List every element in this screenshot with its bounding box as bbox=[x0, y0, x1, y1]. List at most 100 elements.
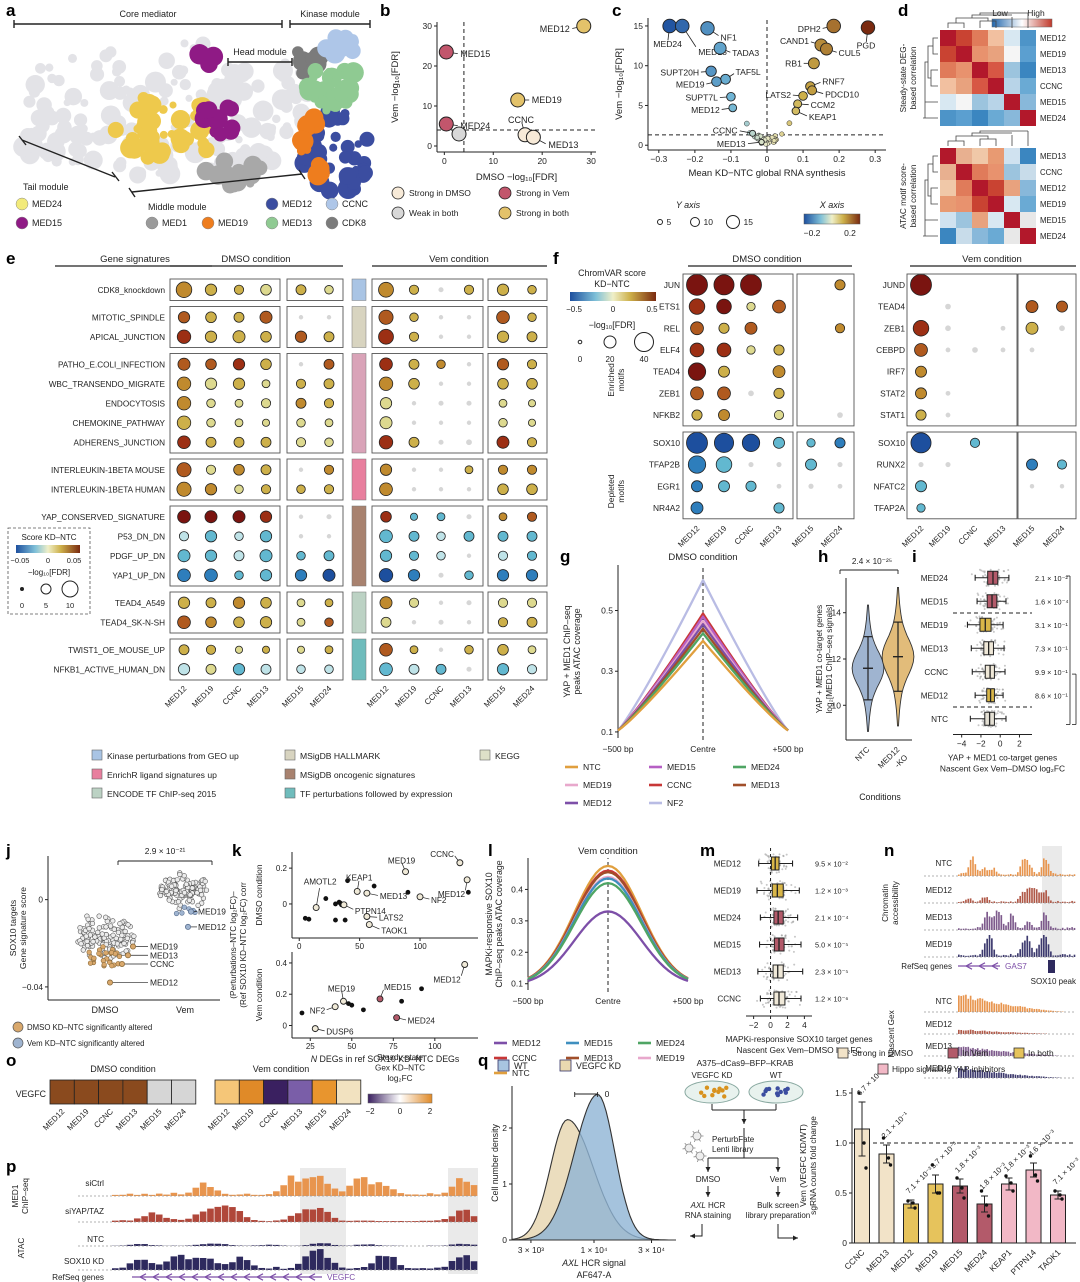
coverage-bar bbox=[273, 1220, 280, 1222]
coverage-bar bbox=[1019, 895, 1022, 903]
size-value: 5 bbox=[44, 601, 48, 610]
dot bbox=[205, 358, 217, 370]
dot bbox=[232, 510, 246, 524]
jitter-point bbox=[1000, 648, 1003, 651]
y-axis-label: MAPKi-responsive SOX10 bbox=[484, 872, 494, 975]
dot bbox=[915, 387, 927, 400]
tick-label: 1 bbox=[502, 1179, 507, 1189]
dot bbox=[740, 273, 762, 296]
tick-label: CCNC bbox=[221, 684, 244, 707]
data-point bbox=[333, 917, 338, 923]
tick-label: −2 bbox=[749, 1020, 759, 1030]
side-depleted: Depleted bbox=[606, 474, 616, 508]
dot bbox=[323, 398, 335, 409]
jitter-point bbox=[981, 595, 984, 598]
tick-label: Centre bbox=[690, 744, 716, 754]
dot bbox=[409, 645, 419, 655]
legend-swatch bbox=[91, 749, 103, 761]
legend-label: DMSO KD–NTC significantly altered bbox=[27, 1023, 152, 1032]
coverage-bar bbox=[163, 1261, 170, 1270]
replicate-dot bbox=[1004, 1174, 1008, 1178]
coverage-bar bbox=[265, 1221, 273, 1222]
dot bbox=[687, 455, 707, 474]
tick-label: 0.2 bbox=[276, 990, 288, 999]
legend-label: MED24 bbox=[32, 199, 62, 209]
dot bbox=[691, 409, 703, 421]
coverage-bar bbox=[426, 1268, 434, 1270]
gene-arrowhead bbox=[217, 1273, 225, 1281]
dot bbox=[466, 553, 472, 558]
legend-swatch bbox=[498, 186, 512, 200]
heatmap-cell bbox=[956, 110, 972, 126]
labeled-point-AMOTL2 bbox=[312, 904, 320, 911]
heatmap-side-label: Steady-state DEG- bbox=[899, 43, 908, 112]
tick-label: MED13 bbox=[114, 1107, 140, 1133]
replicate-dot bbox=[960, 1186, 964, 1190]
coverage-bar bbox=[1005, 955, 1007, 957]
swarm-point bbox=[100, 944, 106, 950]
jitter-point bbox=[976, 631, 979, 634]
coverage-bar bbox=[1024, 1075, 1026, 1078]
coverage-bar bbox=[1061, 901, 1064, 903]
row-label-APICAL_JUNCTION: APICAL_JUNCTION bbox=[90, 333, 165, 342]
heatmap-cell bbox=[1004, 164, 1020, 180]
dot bbox=[259, 510, 273, 523]
track-label-MED12: MED12 bbox=[925, 1020, 952, 1029]
tick-label: 1.0 bbox=[835, 1138, 847, 1148]
coverage-bar bbox=[368, 1244, 375, 1246]
point-label-DPH2: DPH2 bbox=[798, 24, 821, 34]
heatmap-cell bbox=[1020, 78, 1036, 94]
coverage-bar bbox=[273, 1266, 280, 1270]
heatmap-cell bbox=[972, 46, 988, 62]
dot bbox=[204, 549, 218, 562]
row-label-CCNC: CCNC bbox=[1040, 82, 1063, 91]
data-point-CCNC bbox=[749, 129, 757, 137]
dot bbox=[378, 435, 394, 450]
coverage-bar bbox=[1021, 1032, 1024, 1034]
coverage-bar bbox=[983, 943, 986, 957]
coverage-bar bbox=[1073, 901, 1076, 903]
heatmap-cell bbox=[1020, 148, 1036, 164]
cat-label: DMSO bbox=[92, 1005, 119, 1015]
tick-label: MED24 bbox=[328, 1107, 354, 1133]
coverage-bar bbox=[986, 1049, 988, 1056]
coverage-bar bbox=[1045, 1076, 1047, 1078]
jitter-point bbox=[1005, 581, 1008, 584]
coverage-bar bbox=[995, 871, 998, 876]
jitter-point bbox=[998, 608, 1001, 611]
row-label-CDK8_knockdown: CDK8_knockdown bbox=[98, 286, 166, 295]
dot bbox=[177, 357, 191, 371]
tick-label: MED13 bbox=[864, 1247, 891, 1274]
tick-label: CCNC bbox=[842, 1247, 866, 1271]
series-MED24 bbox=[617, 632, 789, 732]
dot bbox=[323, 358, 335, 370]
dot bbox=[234, 645, 243, 654]
coverage-bar bbox=[382, 1221, 390, 1222]
coverage-bar bbox=[441, 1266, 449, 1270]
swarm-point bbox=[186, 897, 192, 903]
coverage-bar bbox=[991, 1050, 993, 1056]
coverage-bar bbox=[338, 1267, 346, 1270]
labeled-point-MED12 bbox=[463, 876, 471, 884]
coverage-bar bbox=[988, 935, 991, 957]
heatmap-cell bbox=[972, 148, 988, 164]
x-axis-label: MAPKi-responsive SOX10 target genes bbox=[725, 1034, 872, 1044]
jitter-point bbox=[979, 654, 982, 657]
heatmap-cell bbox=[146, 1079, 172, 1105]
legend-item-MED1: MED1 bbox=[145, 216, 187, 230]
tick: −0.5 bbox=[566, 305, 582, 314]
coverage-bar bbox=[170, 1192, 178, 1196]
dot bbox=[407, 569, 421, 582]
subplot-title: DMSO condition bbox=[254, 864, 264, 925]
coverage-bar bbox=[960, 901, 963, 903]
swarm-point bbox=[103, 924, 109, 930]
x-axis-label: Conditions bbox=[859, 792, 901, 802]
coverage-bar bbox=[1000, 955, 1003, 957]
heatmap-cell bbox=[73, 1079, 100, 1105]
row-label-TWIST1_OE_MOUSE_UP: TWIST1_OE_MOUSE_UP bbox=[68, 646, 165, 655]
coverage-bar bbox=[456, 1257, 463, 1270]
coverage-bar bbox=[470, 1261, 478, 1270]
swarm-point bbox=[189, 885, 195, 891]
group-box bbox=[487, 353, 548, 454]
